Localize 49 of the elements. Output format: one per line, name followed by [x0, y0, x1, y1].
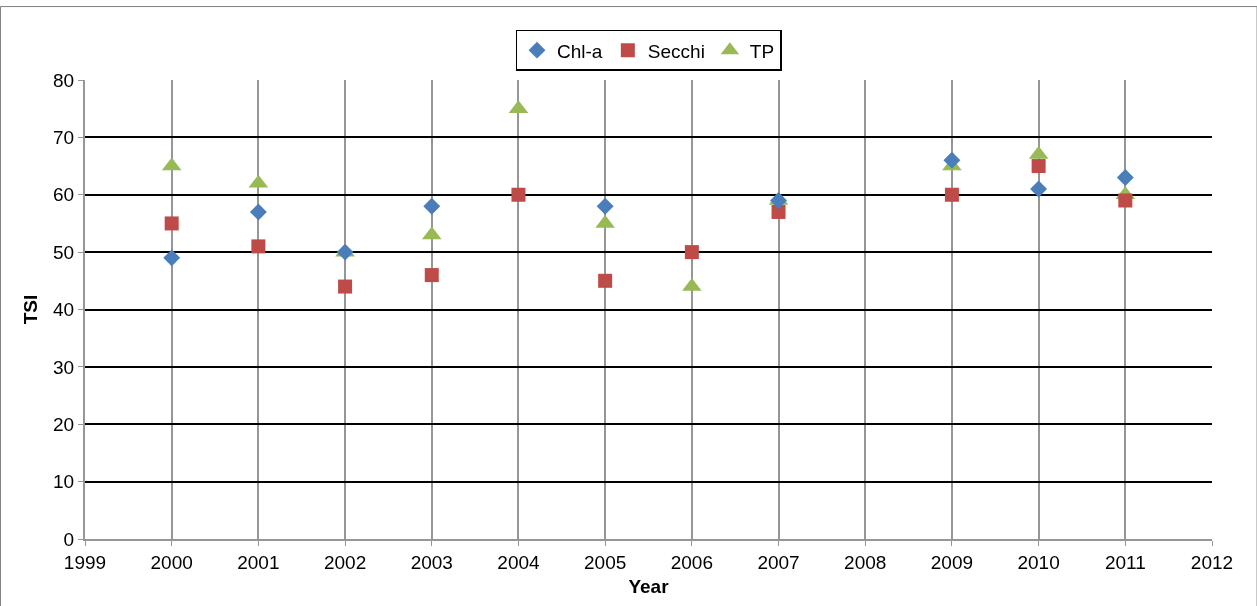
x-tick-label: 2011 — [1104, 551, 1146, 573]
point — [423, 197, 441, 215]
point — [1030, 180, 1048, 198]
x-tick-label: 2005 — [584, 551, 627, 573]
point — [163, 249, 181, 267]
point — [424, 268, 439, 283]
point — [1031, 159, 1046, 174]
point — [1118, 193, 1133, 208]
x-tick-label: 1999 — [63, 551, 107, 573]
point — [598, 273, 613, 288]
point — [684, 245, 699, 260]
x-tick-label: 2000 — [150, 551, 193, 573]
y-tick-label: 40 — [53, 299, 75, 321]
point — [511, 187, 526, 202]
x-tick-label: 2006 — [670, 551, 713, 573]
legend-label: Secchi — [647, 40, 705, 62]
y-tick-label: 70 — [53, 127, 75, 149]
point — [338, 279, 353, 294]
legend-label: Chl-a — [557, 40, 603, 62]
point — [595, 214, 615, 228]
x-tick-label: 2012 — [1190, 551, 1234, 573]
x-tick-label: 2007 — [757, 551, 800, 573]
point — [164, 216, 179, 231]
y-tick-label: 30 — [53, 356, 75, 378]
legend-label: TP — [749, 40, 775, 62]
y-tick-label: 60 — [53, 184, 75, 206]
y-tick-label: 0 — [63, 528, 75, 550]
x-axis-title: Year — [628, 576, 670, 598]
x-tick-label: 2010 — [1017, 551, 1060, 573]
x-tick-label: 2003 — [410, 551, 453, 573]
x-tick-label: 2001 — [237, 551, 280, 573]
y-tick-label: 50 — [53, 241, 75, 263]
point — [249, 203, 267, 221]
point — [771, 204, 786, 219]
y-axis-title: TSI — [20, 294, 42, 325]
point — [336, 243, 354, 261]
x-tick-label: 2009 — [930, 551, 974, 573]
y-tick-label: 20 — [53, 413, 75, 435]
point — [943, 151, 961, 169]
x-tick-label: 2004 — [497, 551, 541, 573]
point — [770, 192, 787, 209]
point — [944, 187, 959, 202]
y-tick-label: 80 — [53, 69, 75, 91]
point — [596, 197, 614, 215]
point — [1116, 169, 1134, 186]
x-tick-label: 2008 — [844, 551, 887, 573]
point — [251, 239, 266, 254]
y-tick-label: 10 — [53, 471, 75, 493]
x-tick-label: 2002 — [323, 551, 367, 573]
